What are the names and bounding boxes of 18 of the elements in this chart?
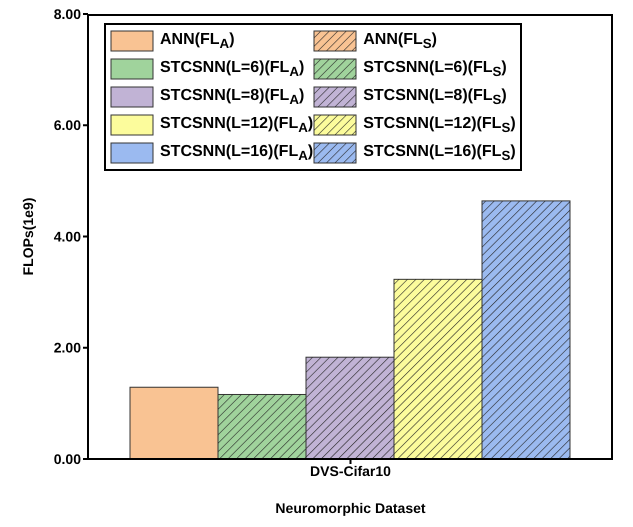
legend-label: STCSNN(L=16)(FL$_{A}$)	[160, 142, 314, 164]
legend-label: STCSNN(L=12)(FL$_{S}$)	[363, 114, 516, 136]
y-tick-label: 6.00	[54, 117, 82, 134]
y-axis-title: FLOPs(1e9)	[20, 198, 36, 276]
y-tick-label: 2.00	[54, 340, 82, 356]
x-tick-label: DVS-Cifar10	[310, 462, 392, 479]
legend-label: STCSNN(L=8)(FL$_{S}$)	[363, 86, 507, 108]
legend-label: STCSNN(L=12)(FL$_{A}$)	[160, 114, 314, 136]
legend-label: STCSNN(L=6)(FL$_{S}$)	[363, 58, 507, 80]
legend-label: STCSNN(L=16)(FL$_{S}$)	[363, 142, 516, 164]
legend-label: STCSNN(L=8)(FL$_{A}$)	[160, 86, 304, 108]
legend-label: ANN(FL$_{A}$)	[160, 30, 235, 52]
x-axis-title: Neuromorphic Dataset	[275, 500, 426, 516]
y-tick-label: 8.00	[54, 6, 82, 22]
legend-label: STCSNN(L=6)(FL$_{A}$)	[160, 58, 304, 80]
y-tick-label: 0.00	[54, 450, 82, 467]
y-tick-label: 4.00	[54, 228, 82, 244]
legend-label: ANN(FL$_{S}$)	[363, 30, 437, 52]
